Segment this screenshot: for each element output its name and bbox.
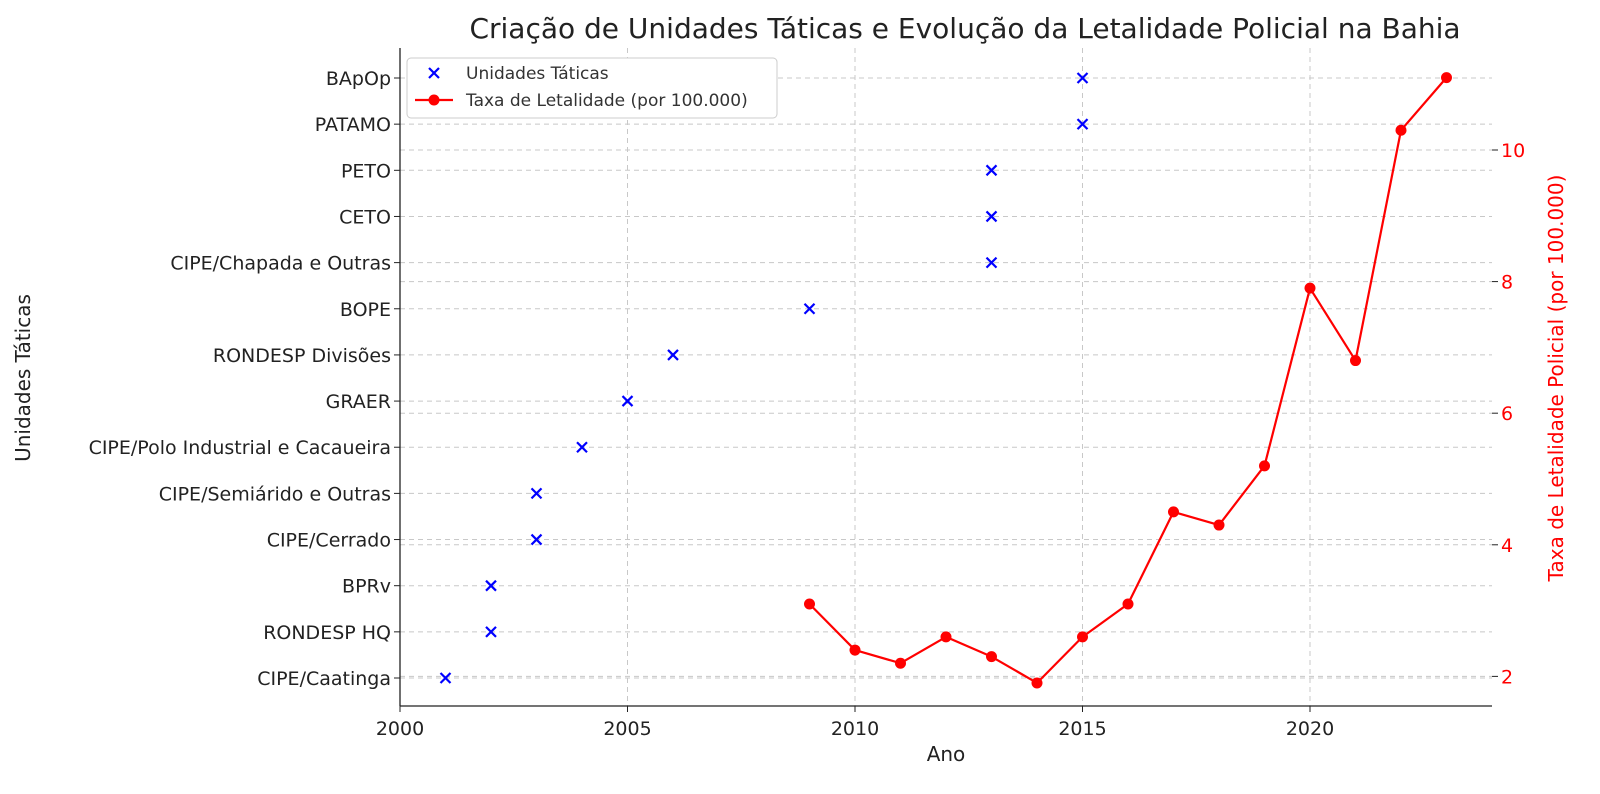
unidade-marker <box>621 395 634 407</box>
letalidade-point <box>849 644 861 656</box>
left-tick-label: CIPE/Semiárido e Outras <box>159 483 391 505</box>
unidade-marker-stroke-b <box>439 672 452 684</box>
unidade-marker <box>530 487 543 500</box>
letalidade-line <box>808 76 1448 685</box>
legend-label-unidades: Unidades Táticas <box>466 64 609 84</box>
unidade-marker <box>803 302 816 315</box>
left-tick-label: BOPE <box>340 299 391 321</box>
right-axis-title: Taxa de Letalidade Policial (por 100.000… <box>1544 175 1568 583</box>
legend-frame <box>406 57 778 119</box>
unidade-marker-stroke-b <box>1076 72 1089 84</box>
letalidade-point <box>986 651 997 663</box>
legend-line-dot <box>428 94 440 106</box>
letalidade-point <box>1031 677 1043 689</box>
unidade-marker-stroke-b <box>985 210 998 223</box>
unidade-marker <box>985 164 998 177</box>
unidade-marker <box>576 441 588 454</box>
x-tick-label: 2000 <box>376 718 424 740</box>
unidade-marker <box>1076 72 1089 84</box>
right-axis-ticks: 2 4 6 8 10 <box>1492 140 1525 688</box>
left-tick-label: CIPE/Polo Industrial e Cacaueira <box>89 437 391 459</box>
left-tick-label: CIPE/Caatinga <box>257 668 391 690</box>
letalidade-point <box>940 631 952 643</box>
unidade-marker <box>439 672 452 684</box>
left-tick-label: RONDESP HQ <box>263 622 391 644</box>
right-tick-label: 6 <box>1501 403 1513 425</box>
x-tick-label: 2005 <box>603 718 651 740</box>
letalidade-point <box>1441 72 1452 84</box>
right-tick-label: 8 <box>1501 272 1513 294</box>
x-axis-title: Ano <box>927 742 966 766</box>
unidades-series <box>439 72 1089 684</box>
legend: Unidades Táticas Taxa de Letalidade (por… <box>406 57 778 119</box>
unidade-marker <box>485 626 497 638</box>
unidade-marker-stroke-b <box>985 256 998 269</box>
left-tick-label: CIPE/Chapada e Outras <box>170 253 391 275</box>
unidade-marker-stroke-b <box>576 441 588 454</box>
letalidade-point <box>1395 124 1407 136</box>
right-tick-label: 2 <box>1501 666 1513 688</box>
unidade-marker-stroke-b <box>530 533 543 546</box>
legend-marker-unidades <box>428 67 440 79</box>
unidade-marker-stroke-b <box>1076 118 1089 130</box>
left-axis-ticks: CIPE/Caatinga RONDESP HQ BPRv CIPE/Cerrado C… <box>89 68 400 690</box>
unidade-marker-stroke-b <box>530 487 543 500</box>
left-axis-title: Unidades Táticas <box>11 294 35 462</box>
left-tick-label: PATAMO <box>315 114 391 136</box>
right-tick-label: 4 <box>1501 535 1513 557</box>
left-tick-label: PETO <box>341 160 391 182</box>
unidade-marker-stroke-b <box>485 626 497 638</box>
unidade-marker <box>667 349 679 361</box>
letalidade-point <box>1077 631 1088 643</box>
unidade-marker <box>1076 118 1089 130</box>
unidade-marker-stroke-b <box>485 579 497 592</box>
letalidade-point <box>1304 282 1316 294</box>
unidade-marker <box>530 533 543 546</box>
left-tick-label: BApOp <box>326 68 391 90</box>
legend-marker-letalidade <box>415 94 453 106</box>
letalidade-point <box>804 598 815 610</box>
x-tick-label: 2010 <box>831 718 879 740</box>
x-axis-ticks: 2000 2005 2010 2015 2020 <box>376 706 1334 740</box>
unidade-marker-stroke-b <box>803 302 816 315</box>
letalidade-point <box>1122 598 1134 610</box>
letalidade-point <box>1259 460 1270 472</box>
letalidade-point <box>895 657 906 669</box>
left-tick-label: CETO <box>339 206 391 228</box>
letalidade-point <box>1350 355 1361 367</box>
left-tick-label: RONDESP Divisões <box>213 345 391 367</box>
left-tick-label: CIPE/Cerrado <box>267 530 391 552</box>
chart-title: Criação de Unidades Táticas e Evolução d… <box>469 12 1460 45</box>
letalidade-point <box>1168 506 1179 518</box>
right-tick-label: 10 <box>1501 140 1525 162</box>
x-tick-label: 2015 <box>1058 718 1106 740</box>
legend-x-stroke-b <box>428 67 440 79</box>
x-tick-label: 2020 <box>1286 718 1334 740</box>
left-tick-label: BPRv <box>342 576 391 598</box>
letalidade-series <box>804 72 1452 689</box>
axes-layer <box>399 48 1492 707</box>
grid-layer <box>399 48 1492 706</box>
unidade-marker-stroke-b <box>667 349 679 361</box>
unidade-marker <box>985 210 998 223</box>
unidade-marker-stroke-b <box>621 395 634 407</box>
unidade-marker <box>485 579 497 592</box>
unidade-marker-stroke-b <box>985 164 998 177</box>
letalidade-point <box>1213 519 1225 531</box>
left-tick-label: GRAER <box>326 391 391 413</box>
legend-label-letalidade: Taxa de Letalidade (por 100.000) <box>465 91 748 111</box>
unidade-marker <box>985 256 998 269</box>
